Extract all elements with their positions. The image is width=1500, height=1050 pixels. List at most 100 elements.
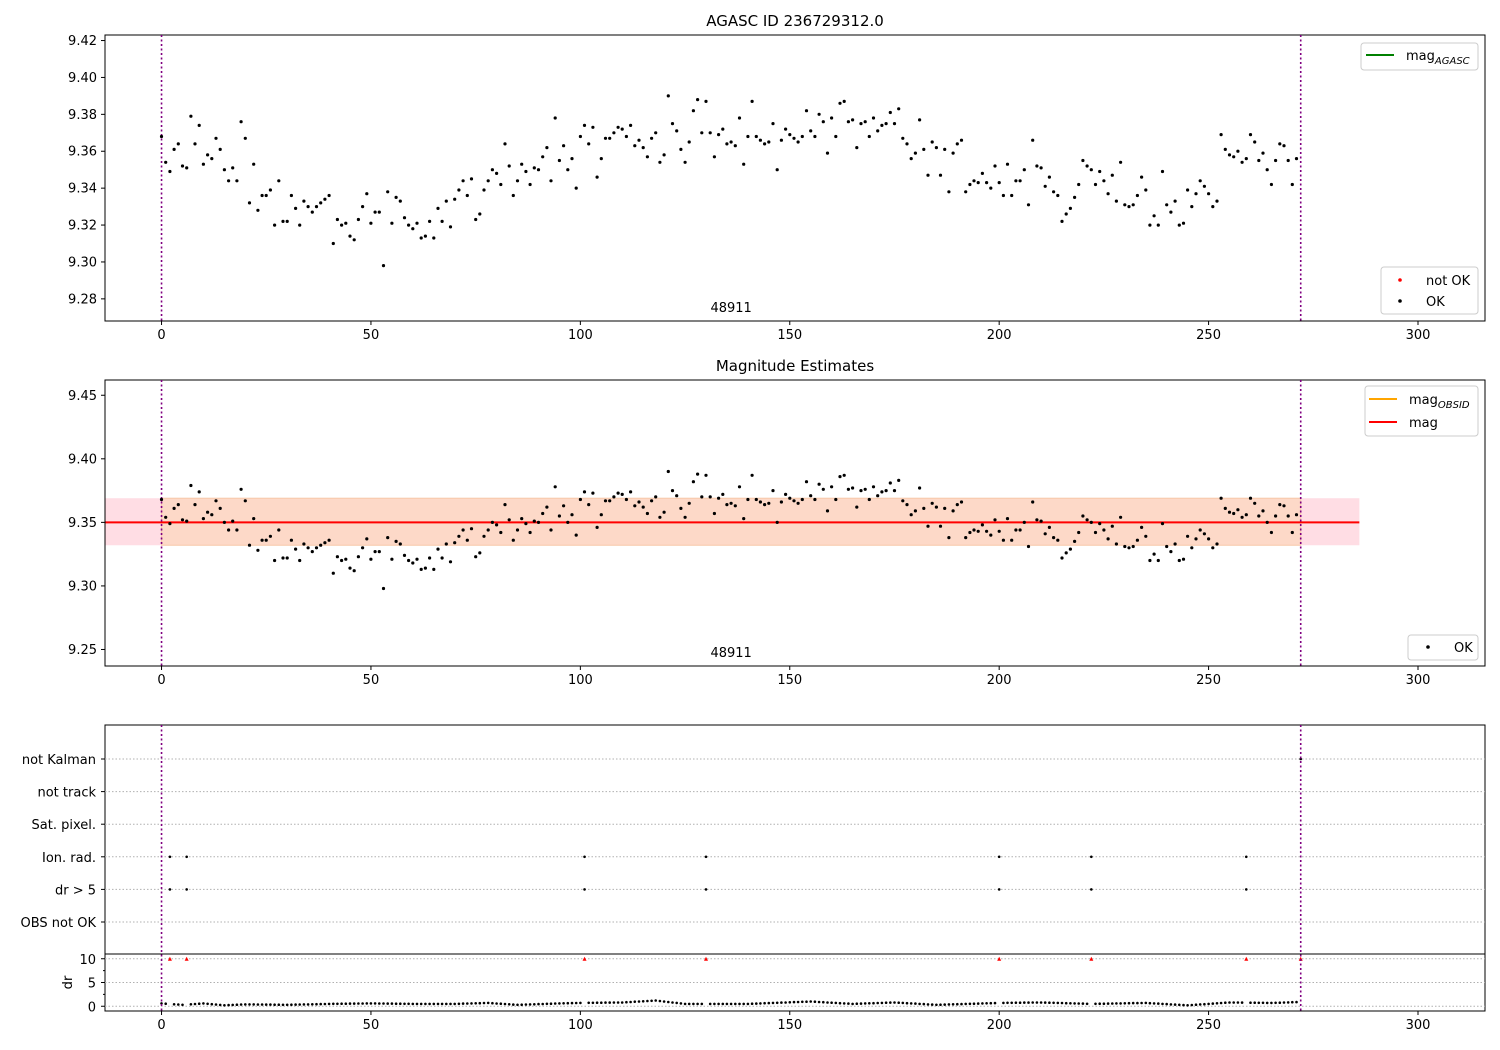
panel-agasc-point: [465, 193, 469, 198]
panel-magnitude-estimates-point: [700, 495, 704, 499]
panel-magnitude-estimates-point: [239, 487, 243, 491]
panel-magnitude-estimates-point: [918, 486, 922, 490]
panel-flags-xtick-label: 150: [777, 1018, 802, 1033]
panel-agasc-point: [386, 190, 390, 194]
panel-agasc-point: [989, 186, 993, 190]
dr-point: [495, 1002, 498, 1005]
panel-agasc-point: [1039, 166, 1043, 170]
dr-point: [893, 1001, 896, 1004]
panel-magnitude-estimates-point: [951, 509, 955, 513]
panel-magnitude-estimates-point: [1001, 538, 1006, 542]
dr-point: [989, 1001, 993, 1005]
dr-point: [1291, 1000, 1294, 1004]
dr-clipped-marker: [582, 956, 587, 961]
panel-agasc-point: [1290, 182, 1294, 187]
dr-point: [197, 1002, 201, 1005]
dr-point: [1253, 1001, 1256, 1004]
panel-magnitude-estimates-point: [578, 497, 583, 502]
panel-magnitude-estimates-xtick-label: 150: [777, 673, 802, 688]
panel-agasc-point: [159, 134, 164, 139]
panel-agasc-point: [373, 210, 377, 214]
dr-point: [1115, 1002, 1118, 1005]
dr-point: [386, 1002, 390, 1005]
dr-point: [528, 1003, 532, 1006]
dr-point: [1140, 1001, 1143, 1005]
panel-agasc-point: [381, 264, 386, 268]
panel-agasc-point: [499, 182, 503, 187]
dr-point: [1178, 1003, 1181, 1007]
panel-agasc-point: [691, 109, 696, 113]
dr-point: [227, 1003, 230, 1007]
panel-magnitude-estimates-point: [922, 506, 926, 510]
dr-point: [1157, 1002, 1160, 1005]
dr-point: [1261, 1001, 1265, 1005]
dr-point: [428, 1002, 431, 1006]
panel-magnitude-estimates-point: [1098, 522, 1102, 526]
panel-magnitude-estimates-point: [1110, 524, 1114, 528]
panel-agasc-point: [905, 142, 909, 146]
panel-agasc-point: [729, 140, 733, 144]
panel-magnitude-estimates-point: [319, 543, 323, 547]
panel-agasc-point: [1005, 162, 1010, 166]
panel-magnitude-estimates-point: [608, 499, 612, 503]
panel-magnitude-estimates-point: [373, 550, 377, 554]
panel-agasc-point: [227, 179, 231, 183]
panel-flags-xtick-label: 250: [1196, 1018, 1221, 1033]
panel-agasc-point: [1282, 144, 1286, 148]
panel-agasc-point: [570, 157, 574, 161]
panel-agasc-point: [603, 136, 608, 140]
panel-magnitude-estimates-point: [180, 518, 185, 522]
panel-magnitude-estimates-point: [997, 529, 1001, 533]
panel-agasc-point: [432, 236, 436, 240]
panel-agasc-point: [1261, 151, 1265, 155]
panel-magnitude-estimates-point: [675, 494, 679, 498]
panel-magnitude-estimates-point: [784, 492, 788, 496]
panel-magnitude-estimates-point: [830, 485, 834, 489]
dr-point: [683, 1002, 687, 1006]
dr-point: [775, 1001, 779, 1005]
panel-magnitude-estimates-xtick-label: 0: [157, 673, 165, 688]
panel-agasc-ytick-label: 9.38: [68, 108, 97, 123]
panel-magnitude-estimates-point: [306, 546, 310, 550]
panel-agasc-point: [972, 179, 976, 183]
panel-agasc-point: [394, 195, 398, 199]
panel-agasc-point: [1144, 188, 1148, 192]
panel-agasc-point: [587, 142, 591, 146]
panel-magnitude-estimates-point: [980, 523, 985, 527]
panel-agasc-point: [528, 182, 532, 187]
panel-agasc-point: [545, 146, 549, 150]
flag-point: [1090, 888, 1093, 891]
dr-point: [457, 1002, 461, 1006]
panel-agasc-point: [901, 136, 905, 140]
panel-magnitude-estimates-point: [737, 485, 742, 489]
panel-magnitude-estimates-point: [294, 547, 298, 551]
panel-magnitude-estimates-point: [1198, 528, 1202, 532]
panel-magnitude-estimates-point: [365, 537, 369, 541]
panel-magnitude-estimates-point: [1035, 518, 1039, 522]
panel-magnitude-estimates-point: [1202, 532, 1206, 536]
panel-magnitude-estimates-point: [214, 499, 218, 503]
panel-magnitude-estimates-point: [1123, 544, 1127, 549]
panel-magnitude-estimates-point: [298, 558, 302, 563]
dr-point: [545, 1002, 549, 1006]
panel-magnitude-estimates-point: [260, 538, 264, 542]
panel-magnitude-estimates-point: [897, 478, 901, 482]
panel-agasc-xtick-label: 50: [363, 328, 380, 343]
panel-magnitude-estimates-point: [327, 538, 331, 542]
panel-agasc-point: [310, 210, 314, 214]
dr-point: [1035, 1001, 1039, 1004]
panel-magnitude-estimates-point: [1039, 519, 1043, 523]
panel-magnitude-estimates-point: [189, 483, 193, 488]
panel-agasc-point: [788, 133, 792, 137]
dr-point: [847, 1002, 850, 1005]
dr-point: [264, 1003, 268, 1006]
panel-agasc-point: [800, 134, 804, 139]
panel-agasc-point: [264, 193, 268, 198]
dr-point: [1085, 1002, 1089, 1006]
panel-agasc-point: [1060, 219, 1064, 223]
dr-point: [407, 1002, 410, 1006]
dr-point: [784, 1001, 787, 1004]
dr-point: [1111, 1002, 1114, 1005]
panel-agasc-point: [1110, 173, 1114, 177]
panel-agasc-point: [327, 193, 331, 198]
